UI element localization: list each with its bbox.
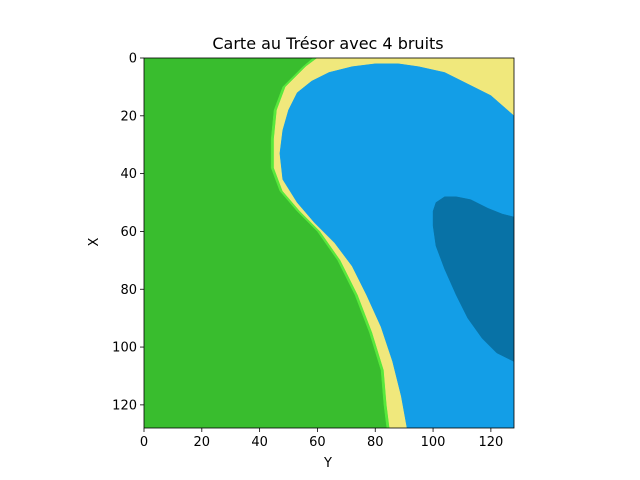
x-axis-ticks: 0 20 40 60 80 100 120 <box>140 428 503 450</box>
plot-frame <box>143 57 515 429</box>
x-tick-label: 20 <box>194 435 211 450</box>
y-tick-label: 0 <box>129 52 137 67</box>
y-tick-label: 120 <box>112 398 137 413</box>
plot-area <box>144 58 514 428</box>
y-tick-label: 80 <box>120 283 137 298</box>
shallow-water-region <box>279 63 514 428</box>
y-tick-label: 60 <box>120 225 137 240</box>
y-tick-label: 100 <box>112 341 137 356</box>
y-tick-label: 40 <box>120 167 137 182</box>
y-tick-label: 20 <box>120 109 137 124</box>
x-axis-label: Y <box>323 456 332 471</box>
chart-title: Carte au Trésor avec 4 bruits <box>212 34 443 53</box>
x-tick-label: 80 <box>367 435 384 450</box>
x-tick-label: 60 <box>309 435 326 450</box>
y-axis-ticks: 0 20 40 60 80 100 120 <box>112 52 144 413</box>
x-tick-label: 40 <box>251 435 268 450</box>
x-tick-label: 100 <box>421 435 446 450</box>
y-axis-label: X <box>87 237 102 246</box>
deep-water-region <box>432 196 514 362</box>
x-tick-label: 0 <box>140 435 148 450</box>
x-tick-label: 120 <box>478 435 503 450</box>
